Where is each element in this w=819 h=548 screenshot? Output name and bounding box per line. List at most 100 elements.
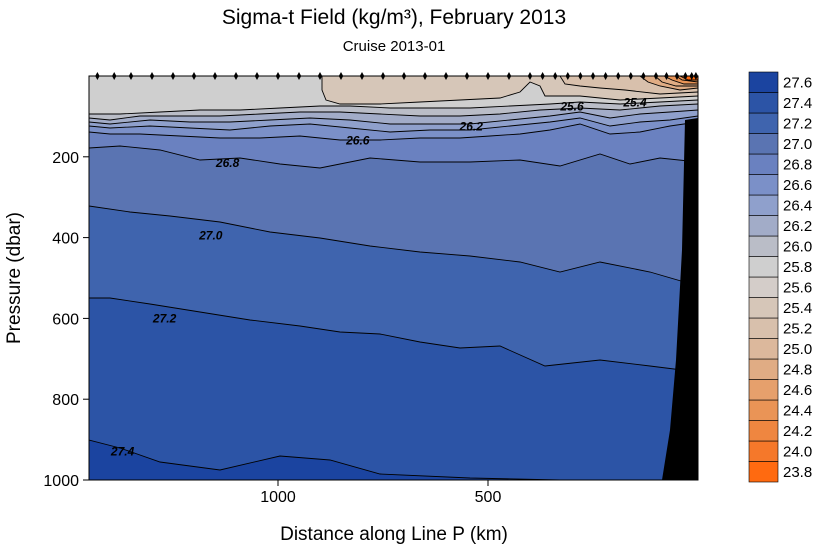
colorbar-swatch-8	[748, 297, 779, 319]
station-marker-30	[641, 72, 646, 80]
colorbar-label-3: 24.4	[783, 402, 812, 419]
colorbar-swatch-3	[748, 399, 779, 421]
contour-27-4	[89, 439, 561, 480]
colorbar-swatch-15	[748, 153, 779, 175]
colorbar-swatch-2	[748, 420, 779, 442]
station-marker-19	[485, 72, 491, 80]
station-markers	[95, 72, 699, 80]
station-marker-28	[616, 72, 621, 80]
station-marker-14	[380, 72, 386, 80]
contour-label-4: 26.8	[215, 156, 240, 170]
colorbar-swatch-1	[748, 440, 779, 462]
colorbar-label-2: 24.2	[783, 423, 812, 440]
station-marker-15	[401, 72, 407, 80]
colorbar-label-18: 27.4	[783, 95, 812, 112]
colorbar-label-9: 25.6	[783, 279, 812, 296]
contour-25-4	[559, 76, 698, 95]
contour-26-8	[89, 145, 698, 169]
contour-24-4	[663, 76, 698, 85]
station-marker-2	[128, 72, 134, 80]
colorbar-label-4: 24.6	[783, 382, 812, 399]
contour-label-1: 25.4	[622, 95, 647, 109]
contour-27-0	[89, 205, 698, 287]
station-marker-26	[590, 72, 596, 80]
station-marker-5	[191, 72, 197, 80]
chart-title: Sigma-t Field (kg/m³), February 2013	[222, 6, 566, 29]
colorbar-swatch-7	[748, 317, 779, 339]
plot-frame	[88, 75, 699, 481]
colorbar-swatch-11	[748, 235, 779, 257]
contour-25-0	[639, 76, 698, 91]
colorbar-swatch-14	[748, 174, 779, 196]
station-marker-17	[443, 72, 449, 80]
station-marker-4	[170, 72, 176, 80]
contour-24-6	[654, 76, 698, 87]
station-marker-0	[95, 72, 100, 80]
station-marker-21	[527, 72, 533, 80]
contour-23-8	[679, 76, 698, 81]
station-marker-35	[689, 72, 694, 80]
station-marker-13	[359, 72, 365, 80]
contour-25-8	[89, 99, 698, 115]
colorbar-swatch-17	[748, 112, 779, 134]
x-tick-label-1: 500	[475, 489, 502, 506]
contour-26-4	[89, 115, 698, 133]
station-marker-1	[112, 72, 117, 80]
colorbar-swatch-0	[748, 461, 779, 483]
station-marker-18	[464, 72, 470, 80]
colorbar-swatch-6	[748, 338, 779, 360]
plot-area: 25.6 25.4 26.2 26.6 26.8 27.0 27.2 27.4	[88, 72, 699, 481]
station-marker-33	[674, 72, 680, 80]
station-marker-11	[317, 72, 323, 80]
contour-27-2	[89, 297, 698, 373]
station-marker-31	[653, 72, 659, 80]
station-marker-29	[628, 72, 633, 80]
colorbar-label-8: 25.4	[783, 300, 812, 317]
y-tick-label-4: 1000	[43, 473, 79, 490]
station-marker-27	[603, 72, 608, 80]
colorbar: 23.8 24.0 24.2 24.4 24.6 24.8 25.0 25.2 25.4 25.6…	[748, 71, 812, 483]
y-axis: 200 400 600 800 1000	[43, 150, 89, 490]
station-marker-9	[275, 72, 281, 80]
station-marker-24	[565, 72, 570, 80]
y-tick-label-0: 200	[52, 150, 79, 167]
station-marker-10	[296, 72, 302, 80]
colorbar-label-5: 24.8	[783, 361, 812, 378]
colorbar-label-1: 24.0	[783, 443, 812, 460]
colorbar-label-19: 27.6	[783, 74, 812, 91]
station-marker-12	[338, 72, 344, 80]
colorbar-label-15: 26.8	[783, 156, 812, 173]
colorbar-label-17: 27.2	[783, 115, 812, 132]
contour-label-5: 27.0	[198, 229, 223, 243]
station-marker-32	[664, 72, 669, 80]
colorbar-swatch-12	[748, 215, 779, 237]
contour-label-3: 26.6	[345, 134, 370, 148]
x-axis: 1000 500	[260, 480, 501, 506]
colorbar-swatch-4	[748, 379, 779, 401]
station-marker-23	[553, 72, 558, 80]
station-marker-20	[506, 72, 512, 80]
station-marker-8	[254, 72, 260, 80]
colorbar-label-16: 27.0	[783, 136, 812, 153]
colorbar-label-12: 26.2	[783, 218, 812, 235]
station-marker-25	[578, 72, 583, 80]
colorbar-swatch-19	[748, 71, 779, 93]
contour-label-7: 27.4	[110, 445, 135, 459]
contour-labels: 25.6 25.4 26.2 26.6 26.8 27.0 27.2 27.4	[110, 95, 647, 458]
station-marker-7	[233, 72, 239, 80]
colorbar-swatch-16	[748, 133, 779, 155]
station-marker-34	[683, 72, 688, 80]
y-tick-label-1: 400	[52, 231, 79, 248]
colorbar-swatch-13	[748, 194, 779, 216]
y-axis-label: Pressure (dbar)	[4, 212, 25, 344]
contour-label-0: 25.6	[559, 99, 584, 113]
y-tick-label-3: 800	[52, 392, 79, 409]
colorbar-label-11: 26.0	[783, 238, 812, 255]
colorbar-label-6: 25.0	[783, 341, 812, 358]
colorbar-label-10: 25.8	[783, 259, 812, 276]
contour-26-2	[89, 109, 698, 125]
colorbar-label-13: 26.4	[783, 197, 812, 214]
station-marker-3	[149, 72, 155, 80]
station-marker-22	[540, 72, 545, 80]
